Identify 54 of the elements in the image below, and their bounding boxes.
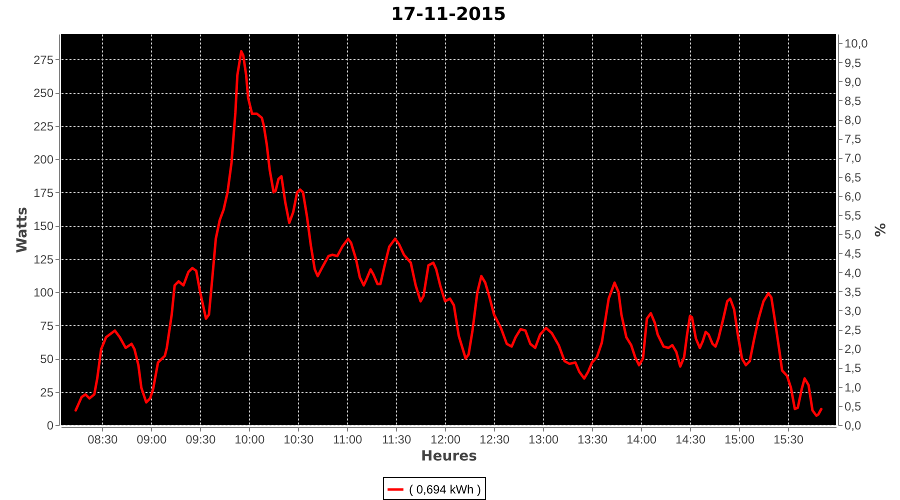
y-tick-label: 275 [33,52,54,67]
y2-axis-title: % [870,222,887,238]
y-tick-label: 50 [40,352,54,366]
y2-tick-label: 3,5 [844,284,862,299]
y-tick-label: 125 [33,252,54,266]
y2-tick-label: 6,0 [844,189,862,204]
x-tick-label: 10:00 [234,432,265,446]
x-tick-label: 14:00 [626,432,657,446]
x-tick-label: 13:00 [528,432,559,446]
x-tick-label: 12:30 [480,432,510,446]
y2-tick-label: 7,5 [844,132,862,146]
y2-tick-label: 8,5 [844,94,862,108]
y2-tick-label: 0,0 [844,418,862,432]
y2-tick-label: 2,0 [844,342,862,356]
x-tick-label: 09:30 [186,432,216,446]
y2-tick-label: 0,5 [844,399,862,414]
y-tick-label: 25 [40,385,54,400]
y-tick-label: 0 [46,418,54,432]
y2-tick-label: 1,0 [844,380,862,394]
y2-tick-label: 7,0 [844,151,862,166]
x-tick-label: 12:00 [430,432,461,446]
y-tick-label: 175 [33,186,54,200]
chart-title: 17-11-2015 [390,4,506,25]
y-tick-label: 250 [33,86,54,100]
y-tick-label: 225 [33,119,54,134]
y2-tick-label: 9,0 [844,74,862,89]
y2-tick-label: 2,5 [844,323,862,338]
x-tick-label: 09:00 [136,432,167,446]
y-axis-title: Watts [14,206,30,254]
x-tick-label: 14:30 [676,432,706,446]
y2-tick-label: 1,5 [844,361,862,376]
y-tick-label: 150 [33,219,54,234]
x-tick-label: 11:00 [333,432,362,446]
y2-tick-label: 8,0 [844,113,862,128]
y2-tick-label: 5,5 [844,208,862,222]
line-series [74,50,823,417]
y2-tick-label: 4,0 [844,266,862,280]
y-tick-label: 75 [40,318,54,333]
x-tick-label: 15:00 [724,432,755,446]
y2-tick-label: 9,5 [844,56,862,70]
x-tick-label: 08:30 [88,432,118,446]
y2-tick-label: 3,0 [844,304,862,318]
x-tick-label: 10:30 [284,432,314,446]
y2-tick-label: 10,0 [844,36,868,51]
y2-tick-label: 6,5 [844,170,862,184]
y2-tick-label: 5,0 [844,228,862,242]
x-tick-label: 15:30 [773,432,804,446]
y-tick-label: 100 [33,286,54,300]
y-tick-label: 200 [33,152,54,167]
x-tick-label: 13:30 [578,432,608,446]
y2-tick-label: 4,5 [844,246,862,261]
x-tick-label: 11:30 [382,432,412,446]
legend-label: ( 0,694 kWh ) [409,482,482,496]
x-axis-title: Heures [421,448,477,464]
